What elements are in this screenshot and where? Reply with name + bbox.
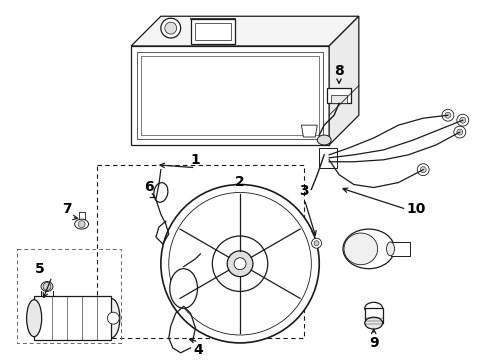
Bar — [195, 23, 231, 40]
Circle shape — [212, 236, 268, 292]
Text: 1: 1 — [191, 153, 200, 167]
Circle shape — [445, 112, 451, 118]
Ellipse shape — [41, 282, 53, 292]
Ellipse shape — [317, 135, 331, 145]
Bar — [191, 19, 235, 44]
Circle shape — [457, 114, 469, 126]
Bar — [141, 56, 319, 135]
Ellipse shape — [75, 219, 89, 229]
Polygon shape — [329, 16, 359, 145]
Bar — [327, 87, 351, 103]
Text: 3: 3 — [299, 184, 309, 198]
Circle shape — [312, 238, 321, 248]
Bar — [137, 52, 323, 139]
Bar — [97, 165, 304, 338]
Bar — [391, 242, 410, 256]
Text: 7: 7 — [62, 202, 72, 216]
Text: 6: 6 — [144, 180, 154, 194]
Ellipse shape — [365, 302, 383, 314]
Ellipse shape — [154, 183, 168, 202]
Ellipse shape — [387, 242, 394, 256]
Ellipse shape — [26, 300, 42, 337]
Text: 10: 10 — [407, 202, 426, 216]
Circle shape — [78, 221, 85, 228]
Circle shape — [107, 312, 119, 324]
Polygon shape — [131, 16, 359, 46]
Polygon shape — [301, 125, 317, 137]
Circle shape — [314, 241, 319, 246]
Bar — [17, 249, 121, 343]
Ellipse shape — [344, 233, 378, 265]
Text: 9: 9 — [369, 336, 378, 350]
Circle shape — [454, 126, 466, 138]
Circle shape — [161, 18, 181, 38]
Text: 4: 4 — [194, 343, 203, 357]
Circle shape — [457, 129, 463, 135]
Bar — [34, 296, 111, 340]
Circle shape — [165, 22, 177, 34]
Circle shape — [169, 193, 311, 335]
Ellipse shape — [343, 229, 394, 269]
Text: 8: 8 — [334, 64, 344, 78]
Polygon shape — [131, 46, 329, 145]
Circle shape — [227, 251, 253, 276]
Text: 5: 5 — [35, 262, 45, 276]
Bar — [331, 95, 347, 103]
Ellipse shape — [103, 298, 120, 338]
Bar — [365, 308, 383, 323]
Circle shape — [43, 283, 51, 291]
Circle shape — [460, 117, 466, 123]
Text: 2: 2 — [235, 175, 245, 189]
Ellipse shape — [365, 317, 383, 329]
Circle shape — [234, 258, 246, 270]
Circle shape — [417, 164, 429, 176]
Ellipse shape — [170, 269, 197, 308]
Bar — [319, 148, 337, 168]
Circle shape — [420, 167, 426, 173]
Circle shape — [442, 109, 454, 121]
Circle shape — [161, 185, 319, 343]
